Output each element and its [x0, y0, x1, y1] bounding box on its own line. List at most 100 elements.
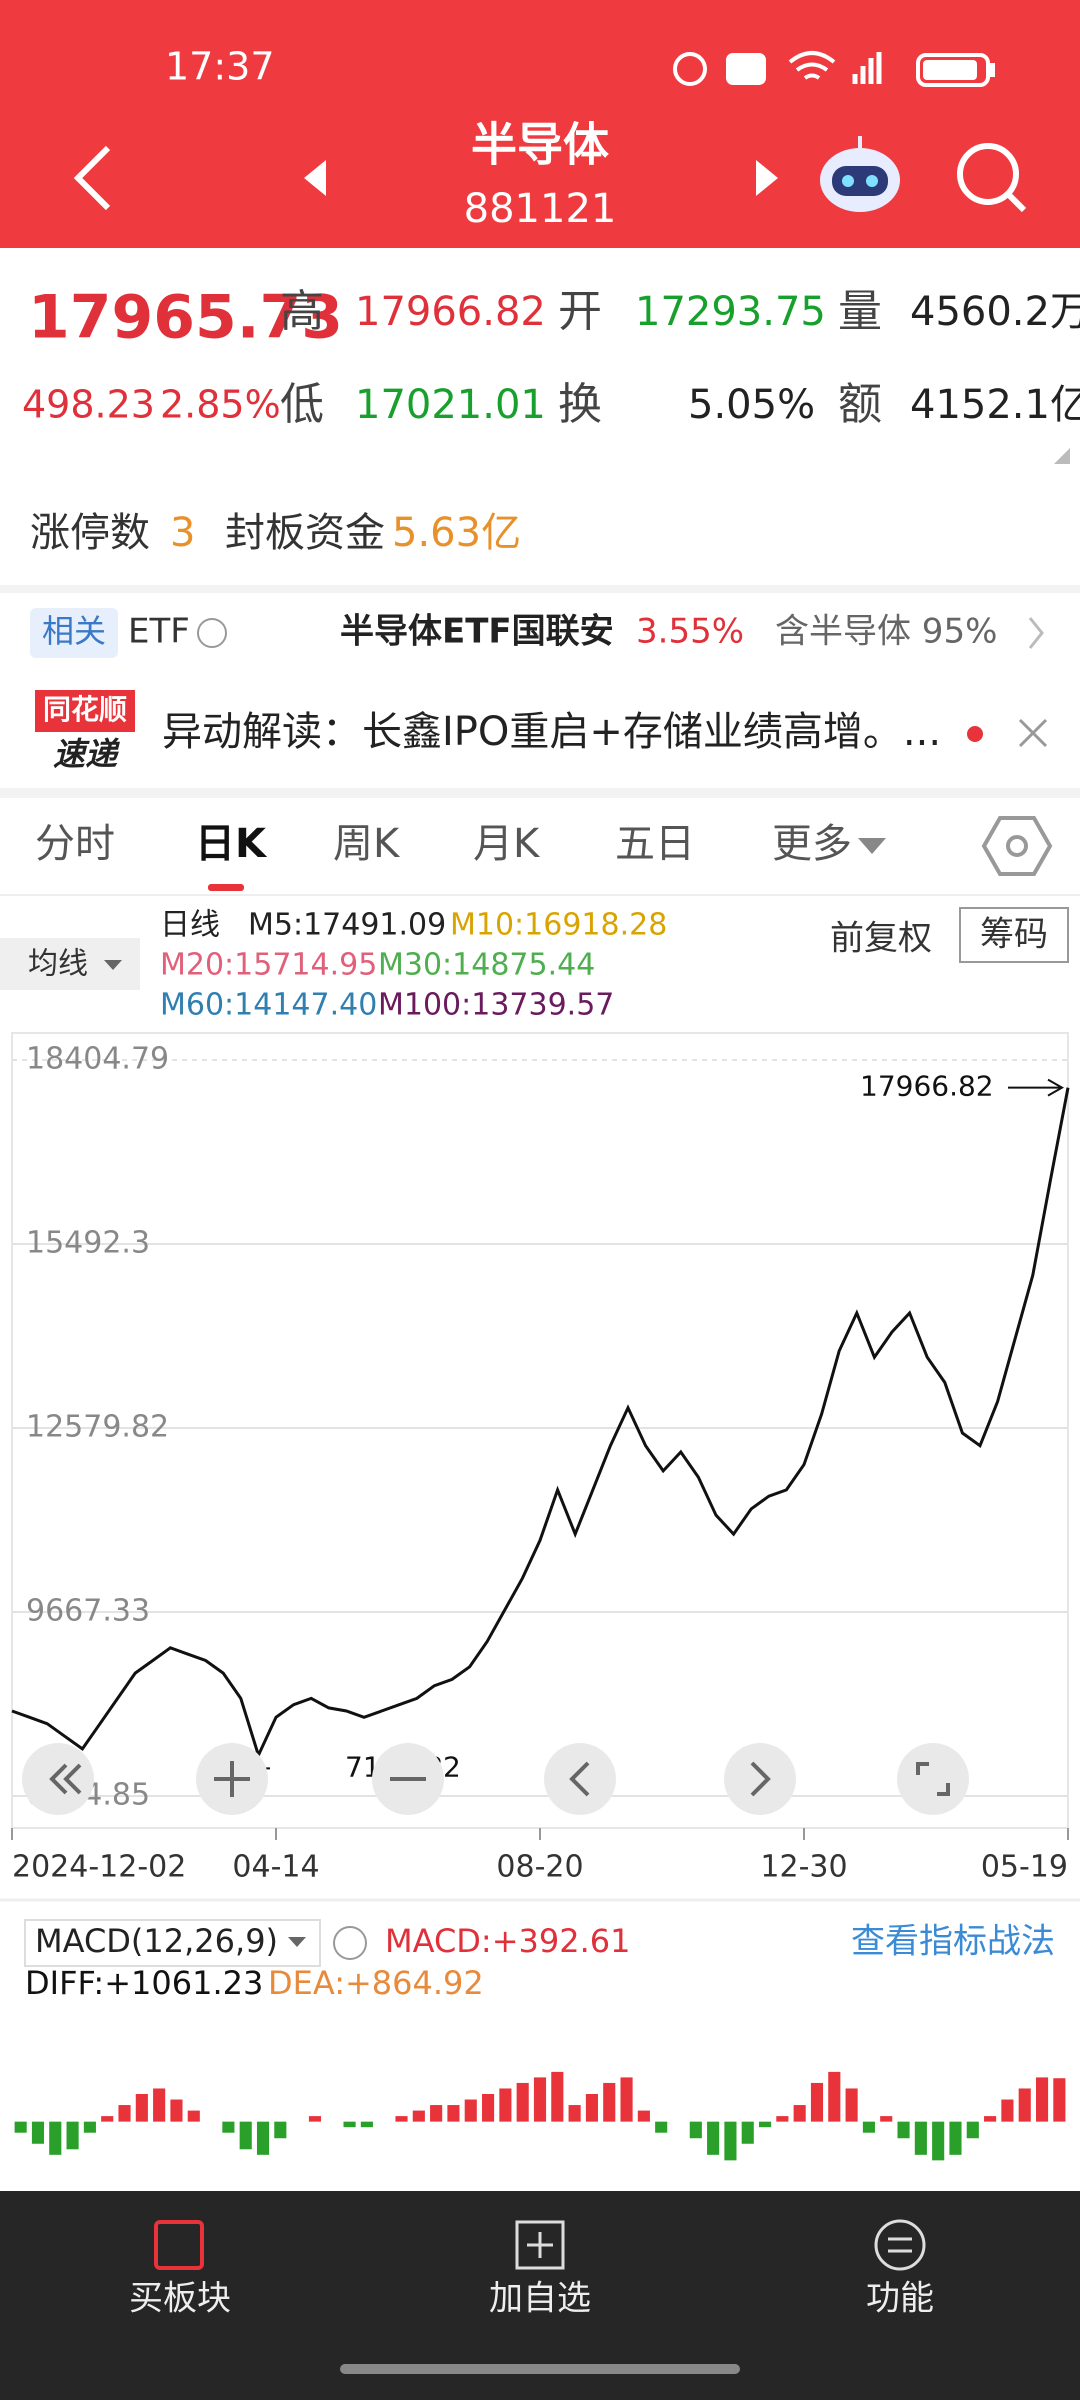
limit-label: 涨停数 — [30, 510, 150, 556]
etf-fund[interactable]: 半导体ETF国联安 — [340, 612, 614, 652]
tab[interactable]: 五日 — [615, 821, 695, 867]
macd-bar — [49, 2121, 62, 2155]
tag-bg — [30, 608, 118, 658]
divider — [0, 788, 1080, 798]
x-tick-label: 12-30 — [760, 1850, 847, 1885]
left-button[interactable] — [544, 1743, 616, 1815]
indicator-selector-bg[interactable] — [24, 1919, 321, 1967]
macd-bar — [118, 2105, 131, 2122]
related-tag: 相关 — [42, 612, 106, 650]
macd-bar — [447, 2105, 460, 2122]
add-icon — [515, 2220, 565, 2270]
tab[interactable]: 更多 — [772, 821, 852, 867]
macd-bar — [83, 2121, 96, 2133]
divider — [0, 585, 1080, 593]
nav-item[interactable]: 功能 — [866, 2279, 934, 2319]
logo-top-bg — [35, 690, 135, 732]
add-icon-plus — [527, 2232, 553, 2258]
indicator-name[interactable]: MACD(12,26,9) — [35, 1922, 278, 1960]
macd-bar — [551, 2071, 564, 2122]
right-button[interactable] — [724, 1743, 796, 1815]
fund-label: 封板资金 — [225, 510, 385, 556]
ma-selector[interactable]: 均线 — [28, 947, 88, 982]
field-label: 量 — [838, 286, 882, 337]
expand-corner[interactable] — [1054, 448, 1070, 464]
logo-top: 同花顺 — [43, 693, 127, 726]
field-label: 开 — [558, 286, 602, 337]
x-tick-label: 2024-12-02 — [12, 1850, 186, 1885]
macd-bar — [533, 2077, 547, 2122]
macd-bar — [776, 2116, 789, 2122]
field-value: 17293.75 — [635, 289, 826, 335]
status-icons — [673, 51, 995, 87]
macd-bar — [239, 2121, 252, 2150]
macd-bar — [1035, 2077, 1049, 2122]
chevron[interactable] — [1028, 617, 1044, 649]
macd-bar — [360, 2121, 373, 2128]
macd-bar — [932, 2121, 945, 2161]
next-button[interactable] — [756, 160, 778, 196]
info-icon[interactable] — [197, 618, 227, 648]
macd-bar — [170, 2099, 183, 2122]
macd-value: MACD:+392.61 — [385, 1922, 630, 1960]
indicator-link[interactable]: 查看指标战法 — [851, 1922, 1055, 1962]
macd-bar — [66, 2121, 79, 2150]
chart-frame — [11, 1032, 1069, 1829]
search-button[interactable] — [957, 143, 1027, 213]
back-button[interactable] — [73, 145, 111, 211]
macd-bar — [153, 2088, 166, 2122]
tab-active[interactable]: 日K — [195, 821, 268, 867]
settings-button[interactable] — [981, 816, 1053, 876]
macd-bar — [482, 2094, 495, 2122]
ma-item: M100:13739.57 — [378, 988, 614, 1023]
macd-bar — [395, 2116, 408, 2122]
macd-bar — [1053, 2078, 1066, 2122]
nav-item[interactable]: 加自选 — [489, 2279, 591, 2319]
stock-code: 881121 — [464, 186, 617, 232]
adjust-mode[interactable]: 前复权 — [830, 919, 932, 959]
news-text[interactable]: 异动解读：长鑫IPO重启+存储业绩高增。... — [162, 709, 941, 755]
robot-button[interactable] — [820, 136, 900, 212]
prev-button[interactable] — [304, 160, 326, 196]
price-line — [11, 1087, 1070, 1760]
dropdown-arrow — [104, 960, 122, 970]
nav-item[interactable]: 买板块 — [129, 2279, 231, 2319]
y-tick-label: 18404.79 — [26, 1042, 169, 1077]
ma-item: M30:14875.44 — [378, 948, 595, 983]
close-button[interactable] — [1018, 718, 1048, 748]
tab[interactable]: 周K — [333, 821, 401, 867]
field-value: 4152.1亿 — [910, 382, 1080, 428]
y-tick-label: 12579.82 — [26, 1410, 169, 1445]
macd-bar — [101, 2116, 114, 2122]
fullscreen-button[interactable] — [897, 1743, 969, 1815]
status-time: 17:37 — [165, 45, 275, 89]
macd-bar — [637, 2110, 650, 2122]
tab[interactable]: 分时 — [35, 821, 115, 867]
field-value: 4560.2万 — [910, 289, 1080, 335]
info-icon[interactable] — [333, 1926, 367, 1960]
macd-chart — [14, 2071, 1066, 2161]
field-label: 换 — [558, 379, 602, 430]
scroll-left-button[interactable] — [22, 1743, 94, 1815]
chips-label[interactable]: 筹码 — [980, 915, 1048, 955]
macd-bar — [222, 2121, 235, 2133]
fund-value: 5.63亿 — [392, 510, 521, 556]
macd-bar — [914, 2121, 927, 2155]
menu-icon — [874, 2219, 926, 2271]
field-label: 低 — [280, 379, 324, 430]
macd-bar — [724, 2121, 737, 2161]
ma-item: M10:16918.28 — [450, 908, 667, 943]
macd-bar — [984, 2116, 997, 2122]
high-label: 17966.82 — [860, 1070, 994, 1103]
macd-bar — [897, 2121, 910, 2139]
field-label: 额 — [838, 379, 882, 430]
field-value: 17021.01 — [355, 382, 546, 428]
macd-bar — [568, 2105, 581, 2122]
macd-bar — [516, 2082, 529, 2122]
chips-button[interactable] — [959, 907, 1069, 963]
tab-underline — [208, 884, 244, 891]
y-tick-label: 9667.33 — [26, 1594, 150, 1629]
field-value: 17966.82 — [355, 289, 546, 335]
tab[interactable]: 月K — [473, 821, 541, 867]
